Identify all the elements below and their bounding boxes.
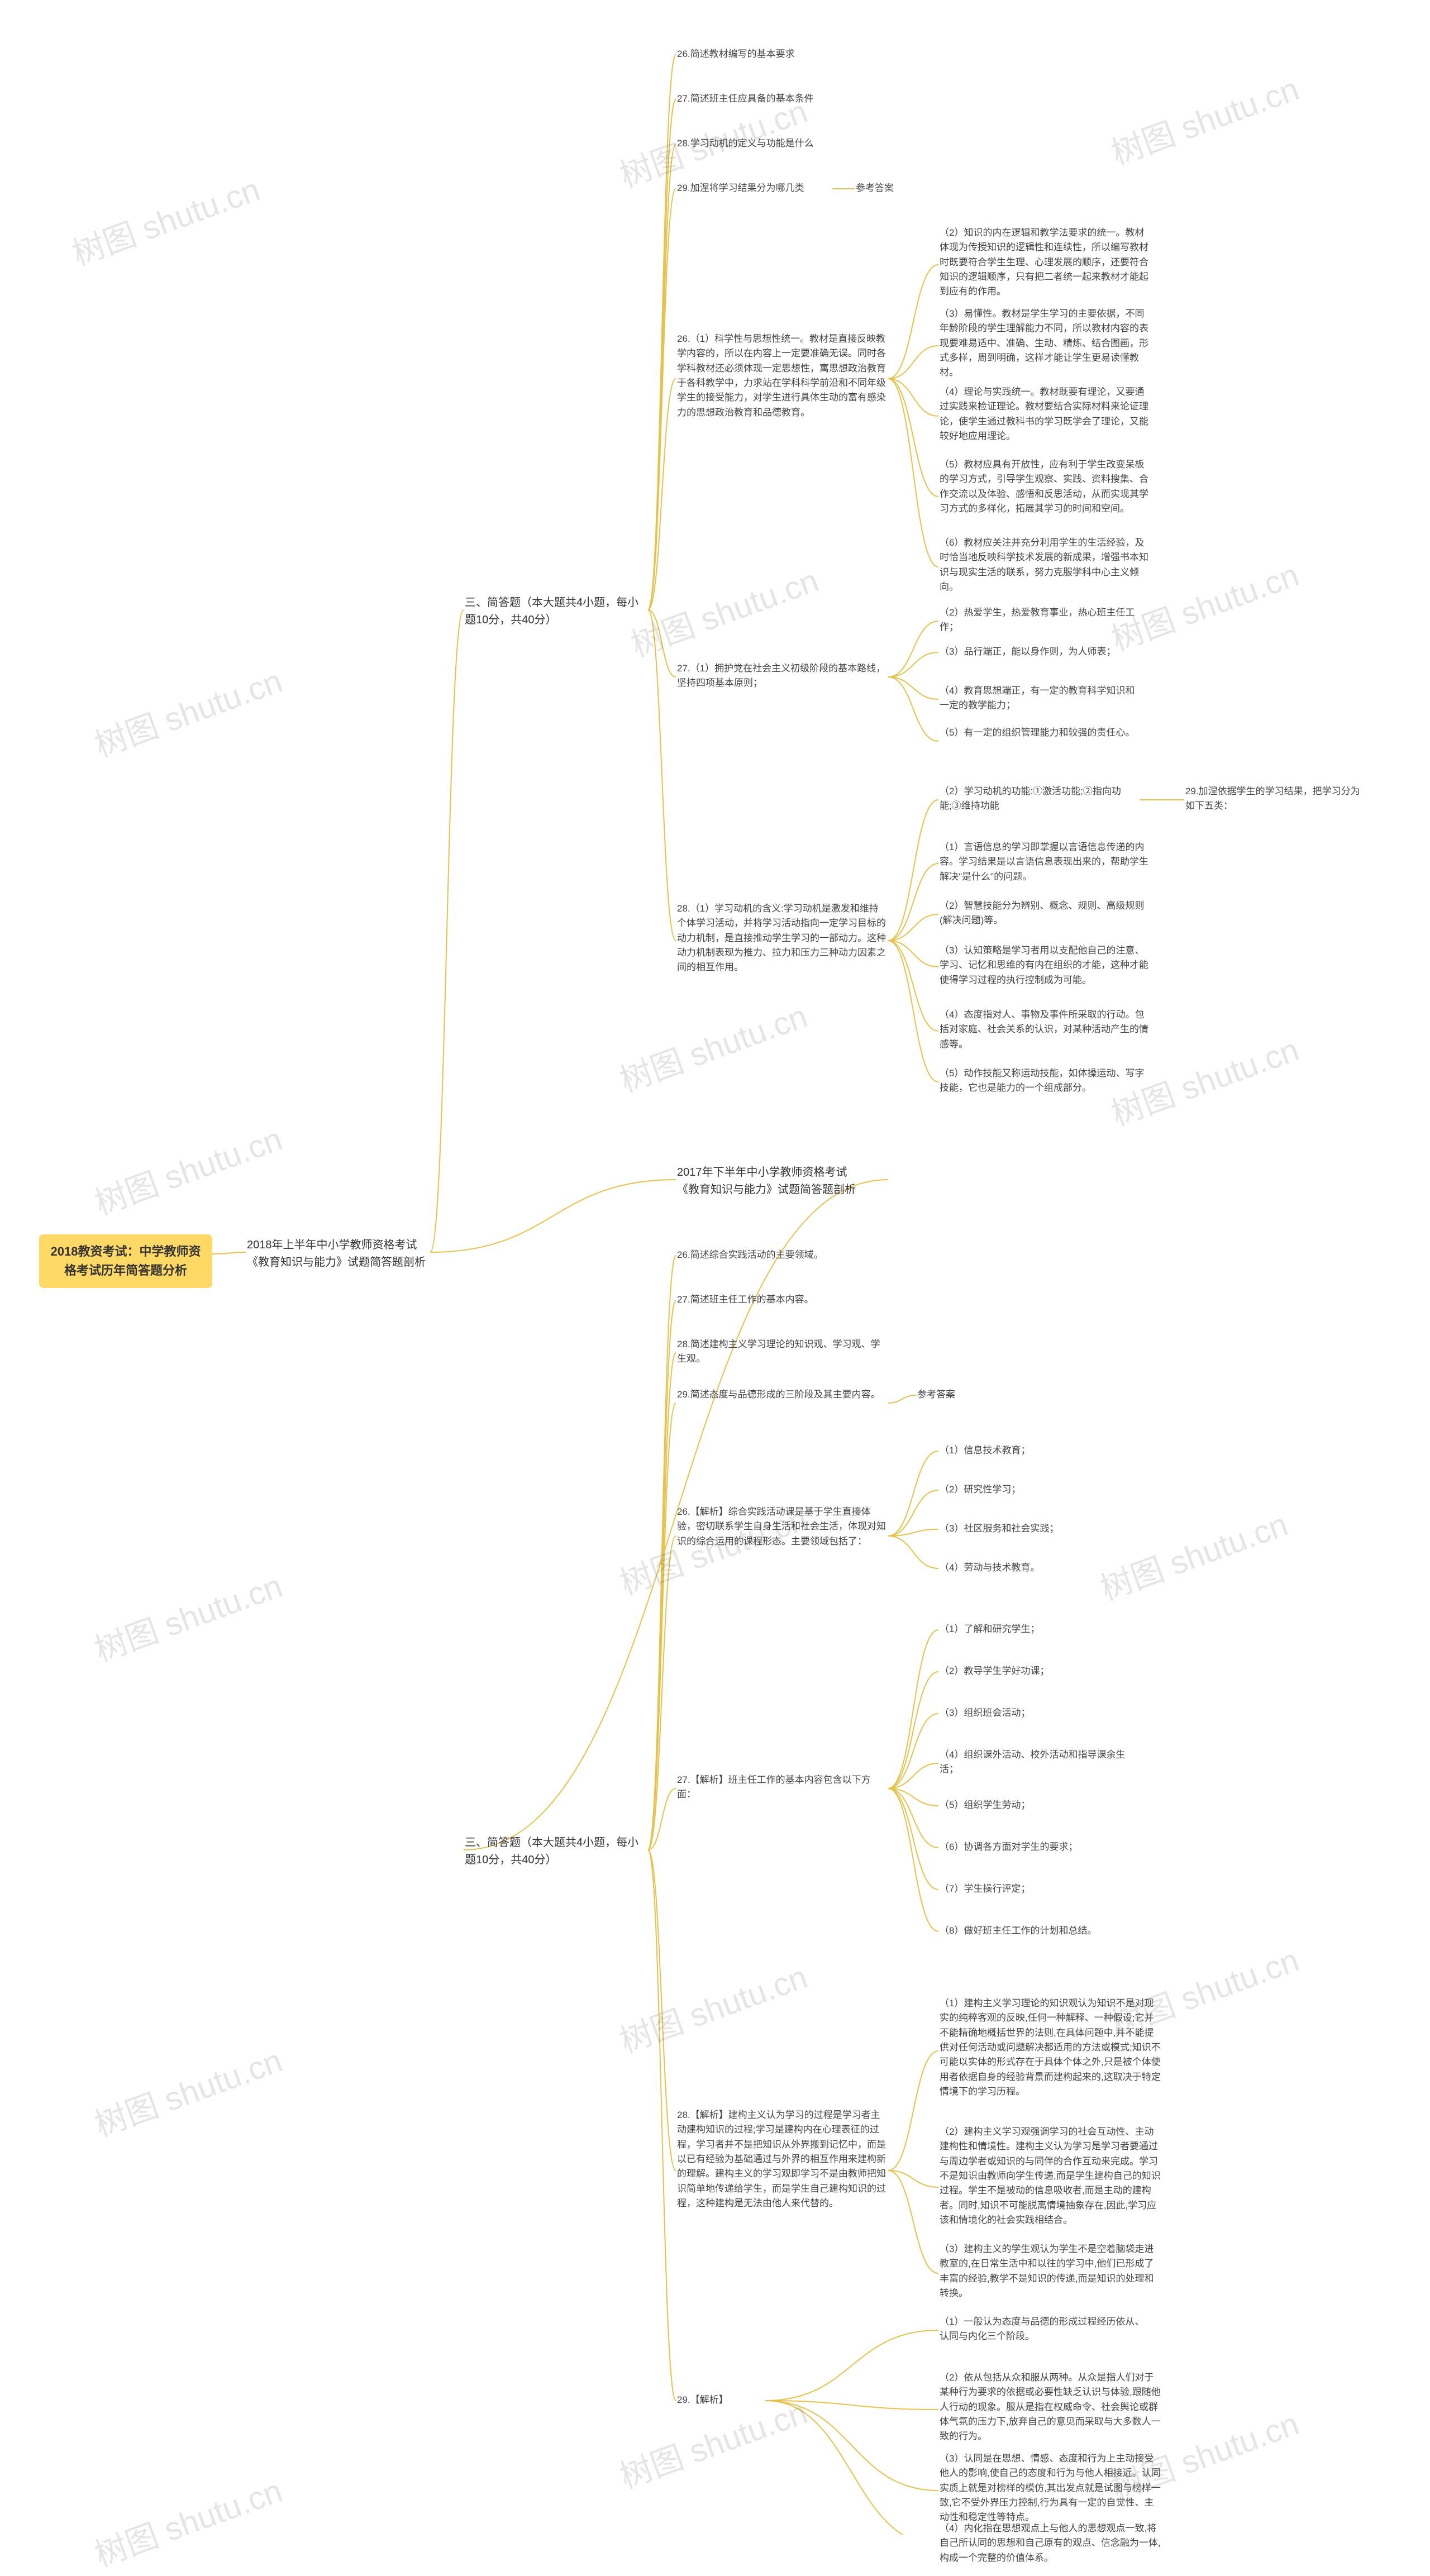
watermark: 树图 shutu.cn: [87, 655, 288, 766]
group-a-child: （3）易懂性。教材是学生学习的主要依据，不同年龄阶段的学生理解能力不同，所以教材…: [938, 304, 1151, 383]
group-a-child: （4）理论与实践统一。教材既要有理论，又要通过实践来检证理论。教材要结合实际材料…: [938, 383, 1151, 446]
group-a-item: 29.加涅将学习结果分为哪几类: [676, 179, 832, 198]
group-a-item: 26.（1）科学性与思想性统一。教材是直接反映教学内容的，所以在内容上一定要准确…: [676, 330, 888, 422]
group-a-child: （1）言语信息的学习即掌握以言语信息传递的内容。学习结果是以言语信息表现出来的，…: [938, 838, 1151, 886]
group-a-child-side: 29.加涅依据学生的学习结果，把学习分为如下五类：: [1184, 782, 1363, 816]
group-b-item: 26.【解析】综合实践活动课是基于学生直接体验，密切联系学生自身生活和社会生活，…: [676, 1502, 888, 1551]
group-b-child: （4）劳动与技术教育。: [938, 1558, 1106, 1577]
watermark: 树图 shutu.cn: [1104, 63, 1304, 174]
section-b: 三、简答题（本大题共4小题，每小题10分，共40分）: [464, 1832, 648, 1871]
group-a-child: （5）教材应具有开放性，应有利于学生改变呆板的学习方式，引导学生观察、实践、资料…: [938, 455, 1151, 518]
group-b-child: （7）学生操行评定；: [938, 1879, 1106, 1898]
group-a-child: （3）品行端正，能以身作则，为人师表；: [938, 642, 1140, 661]
group-a-child: （4）教育思想端正，有一定的教育科学知识和一定的教学能力；: [938, 681, 1140, 715]
group-b-child: （3）组织班会活动；: [938, 1704, 1106, 1723]
group-b-child: （1）建构主义学习理论的知识观认为知识不是对现实的纯粹客观的反映,任何一种解释、…: [938, 1994, 1162, 2101]
mindmap-canvas: 树图 shutu.cn 树图 shutu.cn 树图 shutu.cn 树图 shut…: [0, 0, 1430, 2535]
group-a-child: （5）动作技能又称运动技能，如体操运动、写字技能，它也是能力的一个组成部分。: [938, 1064, 1151, 1098]
group-a-item: 28.（1）学习动机的含义:学习动机是激发和维持个体学习活动，并将学习活动指向一…: [676, 899, 888, 977]
group-a-child: （3）认知策略是学习者用以支配他自己的注意、学习、记忆和思维的有内在组织的才能，…: [938, 941, 1151, 990]
group-b-child: （2）建构主义学习观强调学习的社会互动性、主动建构性和情境性。建构主义认为学习是…: [938, 2122, 1162, 2230]
group-a-item: 26.简述教材编写的基本要求: [676, 45, 860, 64]
group-b-item: 27.简述班主任工作的基本内容。: [676, 1290, 860, 1309]
group-b-child: （3）建构主义的学生观认为学生不是空着脑袋走进教室的,在日常生活中和以往的学习中…: [938, 2240, 1162, 2303]
watermark: 树图 shutu.cn: [65, 163, 265, 274]
group-b-child: （8）做好班主任工作的计划和总结。: [938, 1921, 1128, 1940]
root-node: 2018教资考试：中学教师资格考试历年简答题分析: [39, 1234, 212, 1288]
group-a-item: 27.简述班主任应具备的基本条件: [676, 89, 860, 108]
group-a-side: 参考答案: [855, 179, 911, 198]
level1-node: 2018年上半年中小学教师资格考试《教育知识与能力》试题简答题剖析: [246, 1234, 430, 1273]
watermark: 树图 shutu.cn: [87, 1559, 288, 1671]
watermark: 树图 shutu.cn: [612, 990, 813, 1101]
group-b-side: 参考答案: [916, 1385, 972, 1404]
group-b-child: （3）社区服务和社会实践；: [938, 1519, 1106, 1538]
watermark: 树图 shutu.cn: [612, 1950, 813, 2062]
group-a-child: （2）学习动机的功能:①激活功能;②指向功能;③维持功能: [938, 782, 1140, 816]
group-a-item: 28.学习动机的定义与功能是什么: [676, 134, 860, 153]
watermark: 树图 shutu.cn: [87, 1113, 288, 1224]
group-b-child: （1）一般认为态度与品德的形成过程经历依从、认同与内化三个阶段。: [938, 2312, 1151, 2346]
group-a-child: （4）态度指对人、事物及事件所采取的行动。包括对家庭、社会关系的认识，对某种活动…: [938, 1005, 1151, 1054]
group-b-child: （2）教导学生学好功课；: [938, 1662, 1106, 1681]
group-a-child: （2）热爱学生，热爱教育事业，热心班主任工作；: [938, 603, 1140, 637]
section-b-header: 2017年下半年中小学教师资格考试《教育知识与能力》试题简答题剖析: [676, 1162, 860, 1201]
watermark: 树图 shutu.cn: [87, 2464, 288, 2575]
group-b-child: （6）协调各方面对学生的要求；: [938, 1838, 1117, 1857]
group-a-child: （2）智慧技能分为辨别、概念、规则、高级规则(解决问题)等。: [938, 896, 1151, 931]
watermark: 树图 shutu.cn: [1093, 1498, 1293, 1609]
group-b-child: （3）认同是在思想、情感、态度和行为上主动接受他人的影响,使自己的态度和行为与他…: [938, 2449, 1162, 2527]
group-b-item: 29.简述态度与品德形成的三阶段及其主要内容。: [676, 1385, 888, 1404]
group-b-child: （4）组织课外活动、校外活动和指导课余生活；: [938, 1745, 1128, 1780]
group-b-item: 28.【解析】建构主义认为学习的过程是学习者主动建构知识的过程;学习是建构内在心…: [676, 2106, 888, 2213]
watermark: 树图 shutu.cn: [623, 554, 824, 665]
group-b-item: 29.【解析】: [676, 2391, 765, 2410]
group-b-item: 26.简述综合实践活动的主要领域。: [676, 1246, 860, 1265]
section-a: 三、简答题（本大题共4小题，每小题10分，共40分）: [464, 592, 648, 631]
group-b-child: （1）信息技术教育；: [938, 1441, 1106, 1460]
group-a-item: 27.（1）拥护党在社会主义初级阶段的基本路线，坚持四项基本原则；: [676, 659, 888, 693]
group-b-child: （1）了解和研究学生；: [938, 1620, 1106, 1639]
group-b-child: （2）依从包括从众和服从两种。从众是指人们对于某种行为要求的依据或必要性缺乏认识…: [938, 2368, 1162, 2446]
group-a-child: （6）教材应关注并充分利用学生的生活经验，及时恰当地反映科学技术发展的新成果，增…: [938, 533, 1151, 597]
group-a-child: （5）有一定的组织管理能力和较强的责任心。: [938, 723, 1140, 742]
group-b-child: （4）内化指在思想观点上与他人的思想观点一致,将自己所认同的思想和自己原有的观点…: [938, 2519, 1162, 2568]
group-b-child: （2）研究性学习；: [938, 1480, 1106, 1499]
group-a-child: （2）知识的内在逻辑和教学法要求的统一。教材体现为传授知识的逻辑性和连续性，所以…: [938, 223, 1151, 302]
watermark: 树图 shutu.cn: [87, 2034, 288, 2145]
group-b-child: （5）组织学生劳动；: [938, 1796, 1106, 1815]
group-b-item: 27.【解析】班主任工作的基本内容包含以下方面：: [676, 1771, 888, 1805]
group-b-item: 28.简述建构主义学习理论的知识观、学习观、学生观。: [676, 1335, 888, 1369]
